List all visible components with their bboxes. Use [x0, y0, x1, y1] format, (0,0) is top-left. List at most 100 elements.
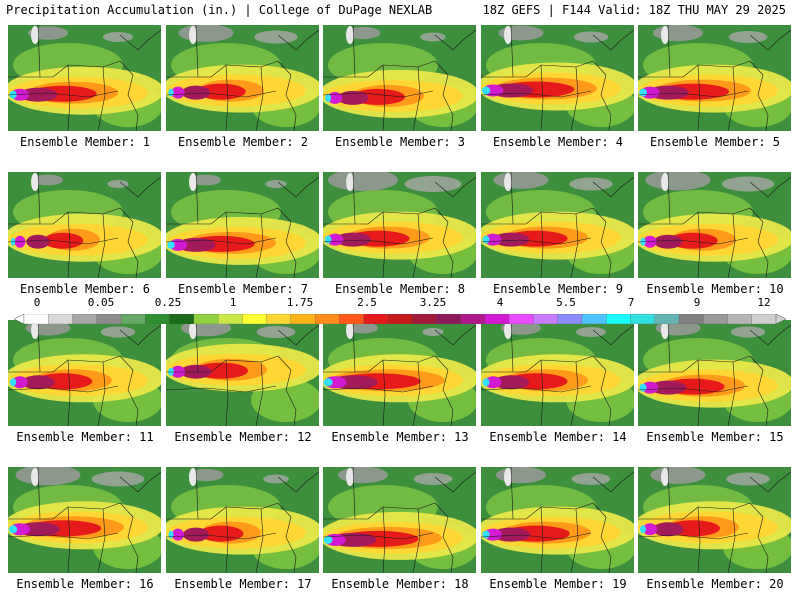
ensemble-member-label: Ensemble Member: 14 — [489, 430, 627, 444]
valid-time: 18Z GEFS | F144 Valid: 18Z THU MAY 29 20… — [482, 3, 786, 17]
colorbar-swatch — [242, 313, 268, 325]
ensemble-member-label: Ensemble Member: 12 — [174, 430, 312, 444]
ensemble-member-label: Ensemble Member: 17 — [174, 577, 312, 591]
colorbar-tick-label: 2.5 — [357, 296, 377, 309]
ensemble-member-label: Ensemble Member: 3 — [334, 135, 466, 149]
ensemble-panel-7 — [166, 172, 319, 278]
colorbar-tick-label: 7 — [627, 296, 635, 309]
ensemble-panel-2 — [166, 25, 319, 131]
colorbar-swatch — [72, 313, 98, 325]
precip-map — [481, 25, 634, 131]
ensemble-member-label: Ensemble Member: 4 — [492, 135, 624, 149]
precip-map — [166, 25, 319, 131]
precip-map — [8, 172, 161, 278]
ensemble-panel-8 — [323, 172, 476, 278]
ensemble-panel-19 — [481, 467, 634, 573]
colorbar-swatch — [145, 313, 171, 325]
colorbar-swatch — [169, 313, 195, 325]
ensemble-panel-14 — [481, 320, 634, 426]
precip-map — [323, 320, 476, 426]
ensemble-member-label: Ensemble Member: 18 — [331, 577, 469, 591]
colorbar-swatch — [314, 313, 341, 325]
product-title: Precipitation Accumulation (in.) | Colle… — [6, 3, 433, 17]
colorbar-swatch — [727, 313, 753, 325]
ensemble-panel-6 — [8, 172, 161, 278]
colorbar-swatch — [266, 313, 292, 325]
ensemble-panel-1 — [8, 25, 161, 131]
ensemble-member-label: Ensemble Member: 5 — [649, 135, 781, 149]
colorbar-swatch — [48, 313, 74, 325]
precip-map — [481, 467, 634, 573]
colorbar-swatch — [581, 313, 607, 325]
colorbar-tick-label: 3.25 — [419, 296, 447, 309]
colorbar-swatch — [23, 313, 49, 325]
precip-colorbar — [13, 309, 787, 325]
ensemble-member-label: Ensemble Member: 7 — [177, 282, 309, 296]
colorbar-swatch — [411, 313, 438, 325]
ensemble-member-label: Ensemble Member: 10 — [646, 282, 784, 296]
ensemble-panel-4 — [481, 25, 634, 131]
precip-map — [166, 467, 319, 573]
colorbar-min-arrow — [13, 313, 25, 325]
ensemble-member-label: Ensemble Member: 13 — [331, 430, 469, 444]
ensemble-member-label: Ensemble Member: 2 — [177, 135, 309, 149]
colorbar-swatch — [290, 313, 316, 325]
colorbar-swatch — [703, 313, 729, 325]
colorbar-swatch — [509, 313, 535, 325]
ensemble-member-label: Ensemble Member: 1 — [19, 135, 151, 149]
colorbar-tick-label: 1.75 — [286, 296, 314, 309]
colorbar-swatch — [387, 313, 413, 325]
ensemble-panel-13 — [323, 320, 476, 426]
precip-map — [323, 172, 476, 278]
ensemble-panel-16 — [8, 467, 161, 573]
colorbar-tick-label: 0 — [33, 296, 41, 309]
precip-map — [323, 25, 476, 131]
colorbar-swatch — [217, 313, 243, 325]
colorbar-swatch — [339, 313, 365, 325]
ensemble-member-label: Ensemble Member: 11 — [16, 430, 154, 444]
ensemble-panel-20 — [638, 467, 791, 573]
colorbar-tick-label: 0.25 — [154, 296, 182, 309]
ensemble-panel-11 — [8, 320, 161, 426]
ensemble-member-label: Ensemble Member: 20 — [646, 577, 784, 591]
precip-map — [323, 467, 476, 573]
precip-map — [8, 320, 161, 426]
precip-map — [638, 25, 791, 131]
ensemble-member-label: Ensemble Member: 9 — [492, 282, 624, 296]
precip-map — [166, 172, 319, 278]
precip-map — [166, 320, 319, 426]
colorbar-tick-label: 0.05 — [87, 296, 115, 309]
ensemble-panel-10 — [638, 172, 791, 278]
precip-map — [481, 320, 634, 426]
ensemble-member-label: Ensemble Member: 15 — [646, 430, 784, 444]
ensemble-member-label: Ensemble Member: 8 — [334, 282, 466, 296]
colorbar-swatch — [460, 313, 486, 325]
ensemble-member-label: Ensemble Member: 16 — [16, 577, 154, 591]
colorbar-swatch — [751, 313, 777, 325]
colorbar-swatch — [654, 313, 680, 325]
ensemble-panel-9 — [481, 172, 634, 278]
colorbar-strip — [13, 313, 787, 325]
ensemble-panel-12 — [166, 320, 319, 426]
colorbar-tick-label: 4 — [496, 296, 504, 309]
colorbar-swatch — [678, 313, 704, 325]
colorbar-tick-label: 1 — [229, 296, 237, 309]
colorbar-swatch — [96, 313, 122, 325]
precip-map — [638, 172, 791, 278]
ensemble-panel-5 — [638, 25, 791, 131]
colorbar-swatch — [193, 313, 219, 325]
colorbar-tick-label: 12 — [757, 296, 771, 309]
colorbar-swatch — [436, 313, 462, 325]
precip-map — [8, 25, 161, 131]
colorbar-tick-label: 9 — [693, 296, 701, 309]
ensemble-panel-18 — [323, 467, 476, 573]
colorbar-max-arrow — [775, 313, 787, 325]
colorbar-swatch — [557, 313, 583, 325]
ensemble-member-label: Ensemble Member: 19 — [489, 577, 627, 591]
colorbar-swatch — [606, 313, 632, 325]
precip-map — [638, 320, 791, 426]
colorbar-swatch — [630, 313, 656, 325]
ensemble-member-label: Ensemble Member: 6 — [19, 282, 151, 296]
ensemble-panel-15 — [638, 320, 791, 426]
precip-map — [638, 467, 791, 573]
